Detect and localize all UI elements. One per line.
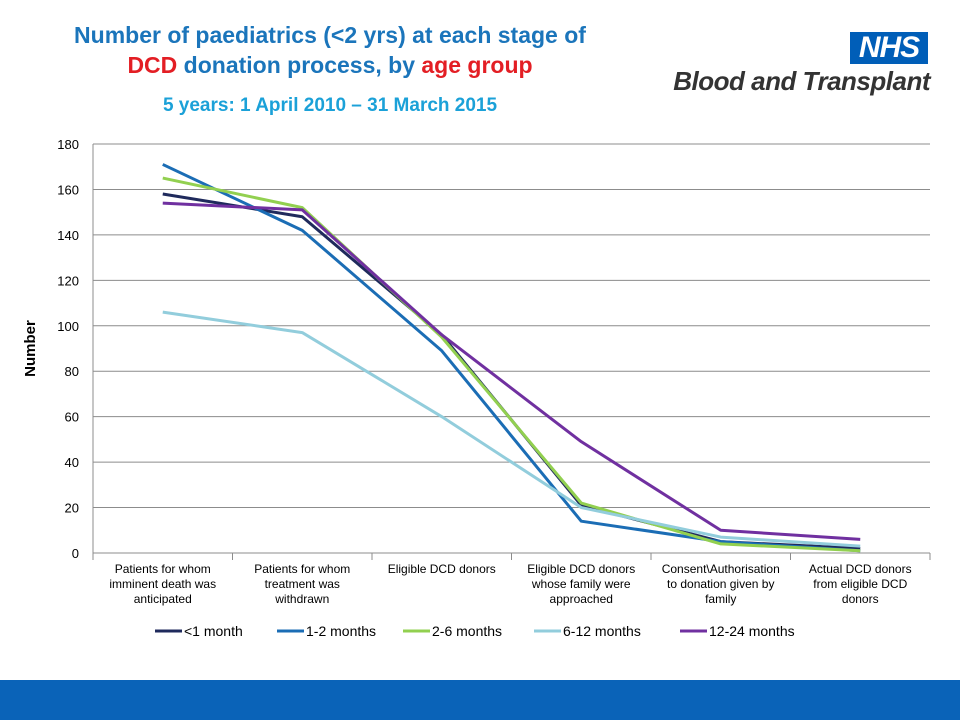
x-tick-label-line: donors [842,592,879,606]
x-tick-label-line: Patients for whom [115,562,211,576]
x-tick-label-line: Eligible DCD donors [527,562,635,576]
y-tick-label: 0 [72,546,79,561]
y-tick-label: 120 [57,273,79,288]
title-line-1: Number of paediatrics (<2 yrs) at each s… [74,22,586,48]
y-tick-label: 160 [57,182,79,197]
x-tick-label-line: approached [550,592,613,606]
x-tick-label-line: to donation given by [667,577,774,591]
chart-title: Number of paediatrics (<2 yrs) at each s… [0,20,660,80]
legend-label: 12-24 months [709,623,795,639]
x-tick-label: Eligible DCD donors [388,562,496,576]
y-tick-label: 140 [57,228,79,243]
x-tick-label-line: Actual DCD donors [809,562,912,576]
series-line [162,163,861,553]
title-dcd: DCD [127,52,178,78]
x-tick-label: Consent\Authorisation to donation given b… [662,562,780,606]
y-tick-label: 40 [65,455,79,470]
x-tick-label-line: anticipated [134,592,192,606]
x-tick-label-line: Patients for whom [254,562,350,576]
legend-label: <1 month [184,623,243,639]
chart-subtitle: 5 years: 1 April 2010 – 31 March 2015 [162,95,498,116]
x-tick-label-line: treatment was [265,577,340,591]
title-line-2: DCD donation process, by age group [0,50,660,80]
x-tick-label-line: withdrawn [274,592,329,606]
y-tick-label: 180 [57,137,79,152]
nhs-logo-text: Blood and Transplant [673,66,930,96]
legend-label: 6-12 months [563,623,641,639]
x-tick-label-line: family [705,592,736,606]
x-tick-label: Actual DCD donors from eligible DCD donors [809,562,912,606]
x-tick-label-line: Consent\Authorisation [662,562,780,576]
line-chart: 0 20 40 60 80 100 120 140 160 180 Patients for who… [22,137,931,639]
y-tick-label: 20 [65,501,79,516]
x-tick-label-line: from eligible DCD [813,577,907,591]
x-tick-label-line: whose family were [531,577,631,591]
x-tick-label: Patients for whom treatment was withdrawn [254,562,350,606]
title-mid: donation process, by [177,52,422,78]
footer-bar [0,680,960,720]
series-line [162,201,861,541]
y-tick-label: 80 [65,364,79,379]
x-tick-label-line: Eligible DCD donors [388,562,496,576]
y-tick-label: 60 [65,410,79,425]
legend-label: 2-6 months [432,623,502,639]
x-tick-label: Patients for whom imminent death was antic… [109,562,216,606]
x-tick-label-line: imminent death was [109,577,216,591]
y-axis-label: Number [22,320,39,377]
legend-label: 1-2 months [306,623,376,639]
x-tick-label: Eligible DCD donors whose family were appr… [527,562,635,606]
nhs-logo-badge: NHS [850,32,928,64]
series-line [162,176,861,553]
y-tick-label: 100 [57,319,79,334]
series-line [162,310,861,548]
title-age-group: age group [421,52,533,78]
